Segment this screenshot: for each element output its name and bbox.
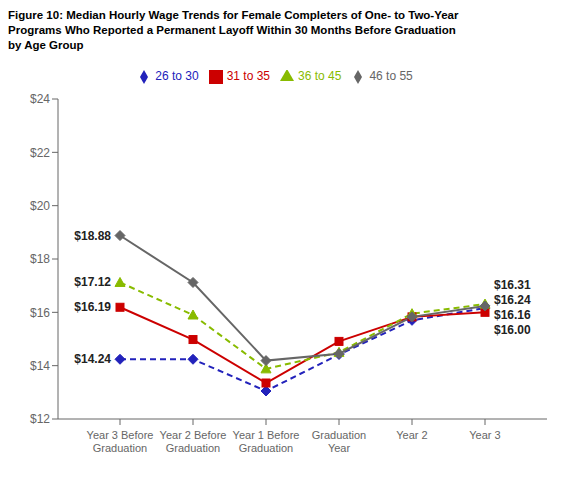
svg-text:Year 3: Year 3	[469, 429, 500, 441]
svg-text:$16.16: $16.16	[494, 308, 531, 322]
html-text:by Age Group: by Age Group	[8, 39, 84, 51]
svg-text:$14.24: $14.24	[74, 352, 111, 366]
svg-text:$17.12: $17.12	[74, 275, 111, 289]
svg-text:$24: $24	[30, 92, 50, 106]
svg-text:$22: $22	[30, 146, 50, 160]
svg-text:$16.19: $16.19	[74, 300, 111, 314]
svg-text:$18.88: $18.88	[74, 229, 111, 243]
html-text:Programs Who Reported a Perman: Programs Who Reported a Permanent Layoff…	[8, 24, 456, 36]
svg-text:$16.24: $16.24	[494, 293, 531, 307]
svg-text:$14: $14	[30, 359, 50, 373]
html-text:26 to 30: 26 to 30	[155, 69, 199, 83]
html-text:Figure 10: Median Hourly Wage: Figure 10: Median Hourly Wage Trends for…	[8, 9, 459, 21]
svg-text:Year 2: Year 2	[396, 429, 427, 441]
svg-text:Year 2 BeforeGraduation: Year 2 BeforeGraduation	[160, 429, 227, 454]
svg-text:Year 1 BeforeGraduation: Year 1 BeforeGraduation	[233, 429, 300, 454]
svg-text:GraduationYear: GraduationYear	[312, 429, 366, 454]
svg-text:$20: $20	[30, 199, 50, 213]
html-text:46 to 55: 46 to 55	[369, 69, 413, 83]
svg-text:$16.00: $16.00	[494, 323, 531, 337]
svg-text:Year 3 BeforeGraduation: Year 3 BeforeGraduation	[87, 429, 154, 454]
svg-text:$16: $16	[30, 306, 50, 320]
svg-text:$12: $12	[30, 412, 50, 426]
svg-text:$16.31: $16.31	[494, 278, 531, 292]
svg-text:$18: $18	[30, 252, 50, 266]
html-text:31 to 35: 31 to 35	[226, 69, 270, 83]
html-text:36 to 45: 36 to 45	[298, 69, 342, 83]
